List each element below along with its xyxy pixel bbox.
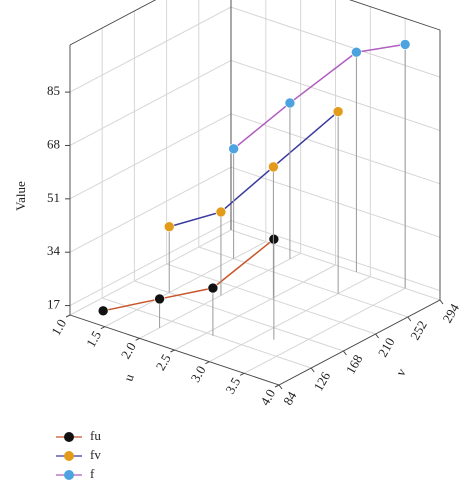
grid-line bbox=[69, 6, 232, 93]
point bbox=[399, 39, 411, 50]
z-axis-label: Value bbox=[13, 181, 28, 211]
tick-mark bbox=[65, 314, 71, 318]
legend-label: fv bbox=[90, 447, 101, 462]
legend-marker bbox=[64, 470, 74, 480]
series-line bbox=[233, 43, 406, 150]
box-edge bbox=[278, 299, 441, 386]
grid-line bbox=[209, 276, 371, 363]
u-tick-label: 2.5 bbox=[153, 351, 174, 373]
v-tick-label: 252 bbox=[407, 318, 430, 342]
legend-marker bbox=[64, 432, 74, 442]
point bbox=[351, 46, 362, 58]
u-tick-label: 1.5 bbox=[83, 328, 104, 350]
u-tick-label: 3.0 bbox=[187, 363, 208, 385]
point bbox=[284, 97, 296, 109]
point bbox=[207, 282, 219, 294]
tick-mark bbox=[239, 372, 245, 376]
point bbox=[154, 293, 165, 305]
series-line bbox=[169, 111, 339, 228]
grid-line bbox=[166, 263, 376, 335]
grid-line bbox=[104, 241, 267, 328]
tick-mark bbox=[100, 326, 106, 330]
z-tick-label: 68 bbox=[47, 136, 60, 151]
grid-line bbox=[69, 113, 232, 200]
tick-mark bbox=[205, 361, 210, 365]
grid-line bbox=[174, 264, 336, 351]
point bbox=[268, 161, 279, 173]
tick-mark bbox=[375, 333, 380, 339]
grid-line bbox=[69, 60, 232, 146]
u-axis-label: u bbox=[120, 371, 136, 383]
z-tick-label: 34 bbox=[47, 243, 61, 258]
tick-mark bbox=[274, 384, 280, 388]
tick-mark bbox=[135, 337, 140, 341]
tick-mark bbox=[439, 299, 444, 305]
grid-line bbox=[134, 280, 344, 352]
v-tick-label: 84 bbox=[280, 388, 300, 407]
z-tick-label: 17 bbox=[47, 297, 61, 312]
point bbox=[215, 206, 227, 218]
legend-label: fu bbox=[90, 428, 101, 443]
grid-line bbox=[243, 287, 406, 374]
point bbox=[163, 221, 175, 233]
v-tick-label: 210 bbox=[375, 335, 398, 359]
z-tick-label: 85 bbox=[47, 83, 60, 98]
grid-line bbox=[102, 297, 312, 369]
grid-line bbox=[69, 166, 232, 253]
box-edge bbox=[349, 0, 441, 31]
grid-line bbox=[69, 229, 232, 316]
v-tick-label: 294 bbox=[439, 301, 462, 326]
point bbox=[228, 143, 239, 155]
box-edge bbox=[69, 0, 157, 46]
tick-mark bbox=[407, 316, 412, 322]
series-line bbox=[103, 238, 275, 312]
u-tick-label: 3.5 bbox=[222, 375, 243, 397]
tick-mark bbox=[310, 367, 315, 373]
v-tick-label: 168 bbox=[343, 352, 366, 376]
u-tick-label: 1.0 bbox=[48, 316, 69, 338]
grid-line bbox=[69, 220, 232, 307]
u-tick-label: 4.0 bbox=[257, 386, 278, 408]
v-tick-label: 126 bbox=[311, 369, 334, 394]
tick-mark bbox=[342, 350, 347, 356]
tick-mark bbox=[278, 384, 283, 390]
grid-line bbox=[198, 246, 408, 318]
point bbox=[332, 106, 344, 117]
u-tick-label: 2.0 bbox=[118, 340, 139, 362]
point bbox=[97, 305, 109, 317]
z-tick-label: 51 bbox=[47, 190, 60, 205]
v-axis-label: v bbox=[393, 365, 409, 379]
legend-marker bbox=[64, 451, 74, 461]
tick-mark bbox=[170, 349, 175, 353]
legend-label: f bbox=[90, 466, 95, 481]
